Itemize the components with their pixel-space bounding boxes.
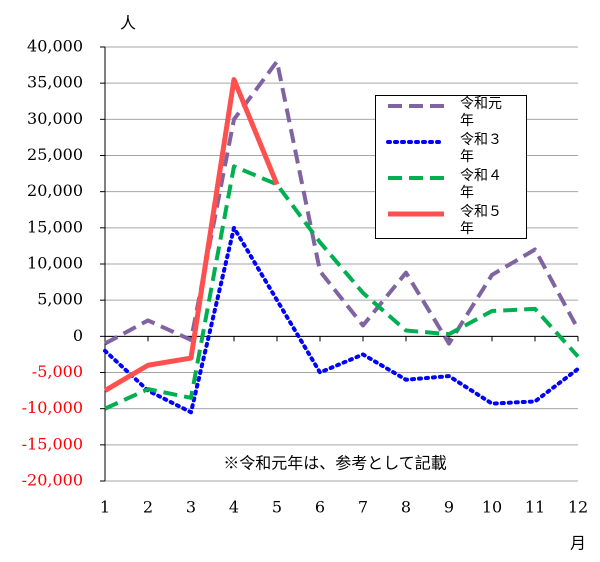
y-axis-label: 人 — [120, 14, 136, 33]
y-tick-label: -15,000 — [22, 434, 83, 453]
x-tick-label: 3 — [186, 498, 196, 517]
x-tick-label: 9 — [444, 498, 454, 517]
legend-swatch — [388, 176, 444, 180]
legend-item: 令和５年 — [376, 204, 526, 242]
legend-swatch — [386, 140, 446, 144]
annotation: ※令和元年は、参考として記載 — [223, 454, 447, 473]
y-tick-label: 15,000 — [27, 217, 83, 236]
legend: 令和元年 令和３年 令和４年 令和５年 — [375, 95, 527, 239]
y-tick-label: 5,000 — [37, 290, 83, 309]
y-tick-label: -10,000 — [22, 398, 83, 417]
legend-swatch — [388, 211, 444, 217]
x-tick-label: 1 — [100, 498, 110, 517]
x-tick-label: 2 — [143, 498, 153, 517]
y-tick-label: 10,000 — [27, 254, 83, 273]
legend-item: 令和４年 — [376, 168, 526, 206]
y-tick-label: -20,000 — [22, 471, 83, 490]
x-tick-label: 12 — [568, 498, 588, 517]
y-tick-label: -5,000 — [32, 362, 83, 381]
legend-item: 令和元年 — [376, 96, 526, 134]
legend-label: 令和３年 — [460, 132, 502, 165]
series-line — [104, 59, 580, 346]
y-tick-label: 25,000 — [27, 145, 83, 164]
y-tick-label: 30,000 — [27, 109, 83, 128]
x-tick-label: 8 — [401, 498, 411, 517]
y-tick-label: 35,000 — [27, 73, 83, 92]
y-tick-label: 40,000 — [27, 37, 83, 56]
x-tick-label: 7 — [358, 498, 368, 517]
x-tick-label: 6 — [315, 498, 325, 517]
legend-label: 令和元年 — [460, 96, 502, 129]
y-tick-label: 20,000 — [27, 181, 83, 200]
series-line — [103, 225, 580, 415]
x-tick-label: 5 — [272, 498, 282, 517]
legend-item: 令和３年 — [376, 132, 526, 170]
x-tick-label: 4 — [229, 498, 239, 517]
x-tick-label: 10 — [482, 498, 502, 517]
y-tick-label: 0 — [73, 326, 83, 345]
legend-label: 令和４年 — [460, 168, 502, 201]
legend-label: 令和５年 — [460, 204, 502, 237]
series-line — [103, 77, 280, 393]
legend-swatch — [388, 104, 444, 108]
x-tick-label: 11 — [525, 498, 545, 517]
x-axis-label: 月 — [570, 534, 586, 553]
